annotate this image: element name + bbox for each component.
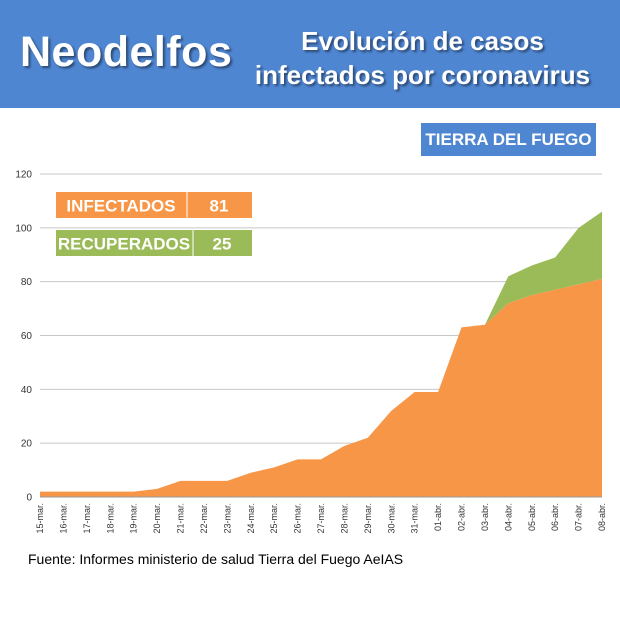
x-tick-label: 19-mar. bbox=[129, 503, 139, 534]
chart-title-line-2: infectados por coronavirus bbox=[254, 60, 591, 90]
x-tick-label: 16-mar. bbox=[58, 503, 68, 534]
x-tick-label: 30-mar. bbox=[386, 503, 396, 534]
x-tick-label: 03-abr. bbox=[480, 503, 490, 531]
x-tick-label: 20-mar. bbox=[152, 503, 162, 534]
x-tick-label: 25-mar. bbox=[269, 503, 279, 534]
x-tick-label: 07-abr. bbox=[574, 503, 584, 531]
recovered-summary-box bbox=[56, 230, 252, 256]
y-tick-label: 100 bbox=[15, 223, 32, 234]
x-tick-label: 27-mar. bbox=[316, 503, 326, 534]
infected-summary-value: 81 bbox=[210, 197, 229, 216]
x-tick-label: 31-mar. bbox=[410, 503, 420, 534]
x-tick-label: 17-mar. bbox=[82, 503, 92, 534]
x-tick-label: 05-abr. bbox=[527, 503, 537, 531]
x-tick-label: 22-mar. bbox=[199, 503, 209, 534]
x-tick-label: 28-mar. bbox=[339, 503, 349, 534]
chart-title-line-1: Evolución de casos bbox=[301, 26, 544, 56]
infected-summary-box bbox=[56, 192, 252, 218]
y-tick-label: 40 bbox=[21, 385, 33, 396]
y-tick-label: 80 bbox=[21, 277, 33, 288]
x-tick-label: 06-abr. bbox=[550, 503, 560, 531]
recovered-summary-value: 25 bbox=[213, 235, 232, 254]
chart-title: Evolución de casos infectados por corona… bbox=[245, 24, 600, 92]
area-chart: 0 20 40 60 80 100 120 15-mar. 16-mar. 17-mar. 18-m… bbox=[15, 170, 607, 534]
series-area-infectados bbox=[40, 278, 602, 497]
brand-logo-text: Neodelfos bbox=[20, 28, 233, 76]
x-tick-label: 24-mar. bbox=[246, 503, 256, 534]
recovered-summary-label: RECUPERADOS bbox=[58, 235, 190, 254]
header-banner: Neodelfos Evolución de casos infectados … bbox=[0, 0, 620, 108]
y-tick-label: 20 bbox=[21, 439, 33, 450]
infected-summary-label: INFECTADOS bbox=[66, 197, 175, 216]
region-badge: TIERRA DEL FUEGO bbox=[421, 123, 596, 156]
x-tick-label: 02-abr. bbox=[457, 503, 467, 531]
y-tick-label: 60 bbox=[21, 331, 33, 342]
x-tick-label: 26-mar. bbox=[293, 503, 303, 534]
x-tick-label: 18-mar. bbox=[105, 503, 115, 534]
x-tick-label: 08-abr. bbox=[597, 503, 607, 531]
source-note: Fuente: Informes ministerio de salud Tie… bbox=[28, 551, 404, 567]
x-tick-label: 15-mar. bbox=[35, 503, 45, 534]
x-tick-label: 23-mar. bbox=[222, 503, 232, 534]
x-tick-label: 21-mar. bbox=[176, 503, 186, 534]
x-tick-label: 29-mar. bbox=[363, 503, 373, 534]
y-tick-label: 0 bbox=[26, 493, 32, 504]
x-tick-label: 04-abr. bbox=[503, 503, 513, 531]
x-tick-label: 01-abr. bbox=[433, 503, 443, 531]
y-tick-label: 120 bbox=[15, 170, 32, 181]
